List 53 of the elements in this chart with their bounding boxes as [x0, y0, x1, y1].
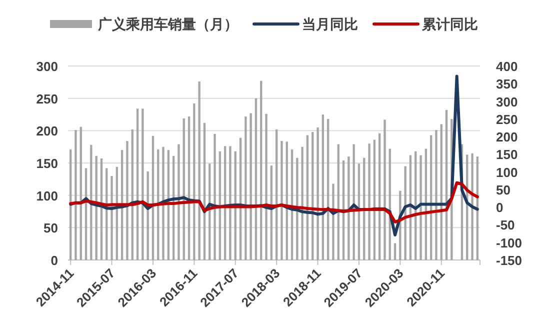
y2-tick-label: 400 [496, 59, 518, 74]
bar [348, 156, 350, 260]
y-tick-label: 50 [44, 220, 58, 236]
y2-tick-label: -150 [496, 253, 522, 268]
bar [316, 127, 319, 260]
bar [435, 130, 438, 260]
bar [471, 153, 474, 260]
line-series [69, 181, 479, 224]
y2-tick-label: 0 [496, 200, 504, 216]
bar [244, 116, 247, 260]
bar [332, 184, 334, 260]
bar [352, 144, 355, 260]
bar [95, 156, 98, 260]
bar [250, 113, 252, 260]
y2-tick-label: 350 [496, 76, 518, 92]
bar [404, 166, 406, 260]
bar [296, 158, 298, 260]
y2-tick-label: 150 [496, 147, 518, 162]
y2-tick-label: 100 [496, 164, 518, 180]
legend-label: 广义乘用车销量（月） [97, 16, 238, 32]
bar [193, 104, 196, 260]
bar [420, 155, 422, 260]
bar [74, 130, 77, 260]
y-tick-label: 0 [50, 253, 58, 268]
bar [368, 144, 370, 260]
y-tick-label: 250 [36, 91, 58, 106]
bar [394, 243, 396, 260]
bar [229, 146, 232, 260]
bar [146, 171, 149, 260]
bar [110, 176, 113, 260]
bar [126, 141, 128, 260]
legend-label: 累计同比 [421, 16, 478, 32]
y-tick-label: 300 [36, 59, 58, 74]
bar [90, 144, 92, 260]
y-tick-label: 200 [36, 124, 58, 139]
y2-tick-label: -100 [496, 235, 522, 250]
bar [178, 144, 180, 260]
bar [384, 120, 386, 260]
y2-tick-label: 300 [496, 94, 518, 110]
bar [301, 146, 304, 260]
bar [280, 141, 283, 260]
y2-tick-label: 200 [496, 130, 518, 145]
bar [198, 82, 200, 260]
y2-tick-label: -50 [496, 218, 515, 233]
bar [214, 134, 216, 260]
legend-label: 当月同比 [302, 16, 358, 32]
y-tick-label: 150 [36, 156, 58, 171]
bar [162, 146, 164, 260]
bar [142, 108, 144, 260]
bar [265, 114, 268, 260]
y2-tick-label: 50 [496, 182, 510, 198]
y-tick-label: 100 [36, 188, 58, 204]
y2-tick-label: 250 [496, 112, 518, 127]
